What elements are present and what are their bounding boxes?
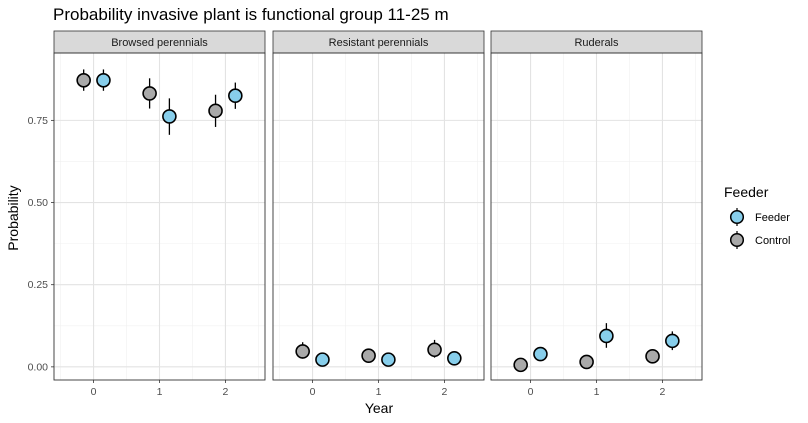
x-tick-label: 1 xyxy=(157,386,163,398)
point-control xyxy=(208,103,223,119)
x-tick-label: 0 xyxy=(528,386,534,398)
y-tick-label: 0.00 xyxy=(28,361,49,373)
strip-label: Ruderals xyxy=(574,37,619,49)
legend-key-control xyxy=(729,232,745,248)
panel-1: Resistant perennials 0 1 2 xyxy=(272,30,485,398)
x-tick-label: 1 xyxy=(376,386,382,398)
panel-2: Ruderals 0 1 2 xyxy=(490,30,703,398)
y-tick-label: 0.50 xyxy=(28,197,49,209)
x-tick-label: 0 xyxy=(91,386,97,398)
point-control xyxy=(142,86,157,101)
x-tick-label: 0 xyxy=(310,386,316,398)
x-tick-label: 1 xyxy=(594,386,600,398)
point-feeder xyxy=(533,346,548,362)
point-feeder xyxy=(381,352,396,367)
point-control xyxy=(361,348,376,363)
strip-label: Browsed perennials xyxy=(111,37,208,49)
point-control xyxy=(513,357,528,373)
legend-key-feeder xyxy=(729,209,745,225)
point-feeder xyxy=(228,88,243,104)
panel-0: Browsed perennials 0 1 2 xyxy=(53,30,266,398)
y-axis-title: Probability xyxy=(5,185,21,250)
strip-label: Resistant perennials xyxy=(329,37,429,49)
x-tick-label: 2 xyxy=(223,386,229,398)
point-control xyxy=(645,349,660,364)
point-feeder xyxy=(162,109,177,124)
chart-title: Probability invasive plant is functional… xyxy=(53,5,449,24)
point-feeder xyxy=(447,351,462,366)
point-control xyxy=(76,72,91,88)
x-axis-title: Year xyxy=(365,400,394,416)
point-feeder xyxy=(665,333,680,349)
x-tick-label: 2 xyxy=(442,386,448,398)
point-control xyxy=(427,342,442,358)
legend-label-control: Control xyxy=(755,235,790,247)
point-feeder xyxy=(599,328,614,344)
legend-title: Feeder xyxy=(724,184,769,200)
point-feeder xyxy=(315,352,330,367)
y-axis: 0.00 0.25 0.50 0.75 xyxy=(28,115,54,373)
y-tick-label: 0.25 xyxy=(28,279,49,291)
x-tick-label: 2 xyxy=(660,386,666,398)
point-feeder xyxy=(96,72,111,88)
legend: Feeder Feeder Control xyxy=(724,184,790,249)
y-tick-label: 0.75 xyxy=(28,115,49,127)
point-control xyxy=(579,354,594,370)
legend-label-feeder: Feeder xyxy=(755,212,790,224)
point-control xyxy=(295,344,310,359)
